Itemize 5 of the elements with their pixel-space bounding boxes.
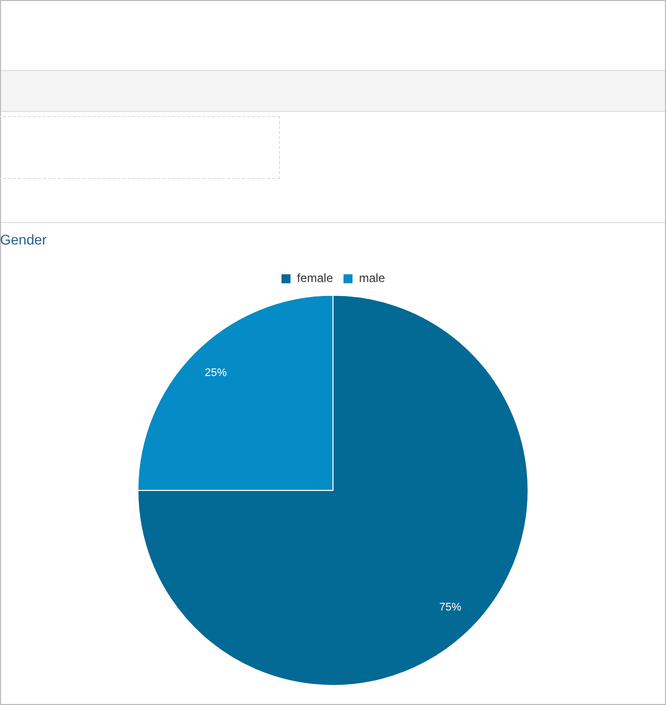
data-label: 25% <box>204 367 227 380</box>
data-label: 75% <box>439 602 462 614</box>
text: Gender <box>0 231 48 248</box>
legend-label: male <box>359 271 386 286</box>
legend-label: female <box>296 271 334 286</box>
